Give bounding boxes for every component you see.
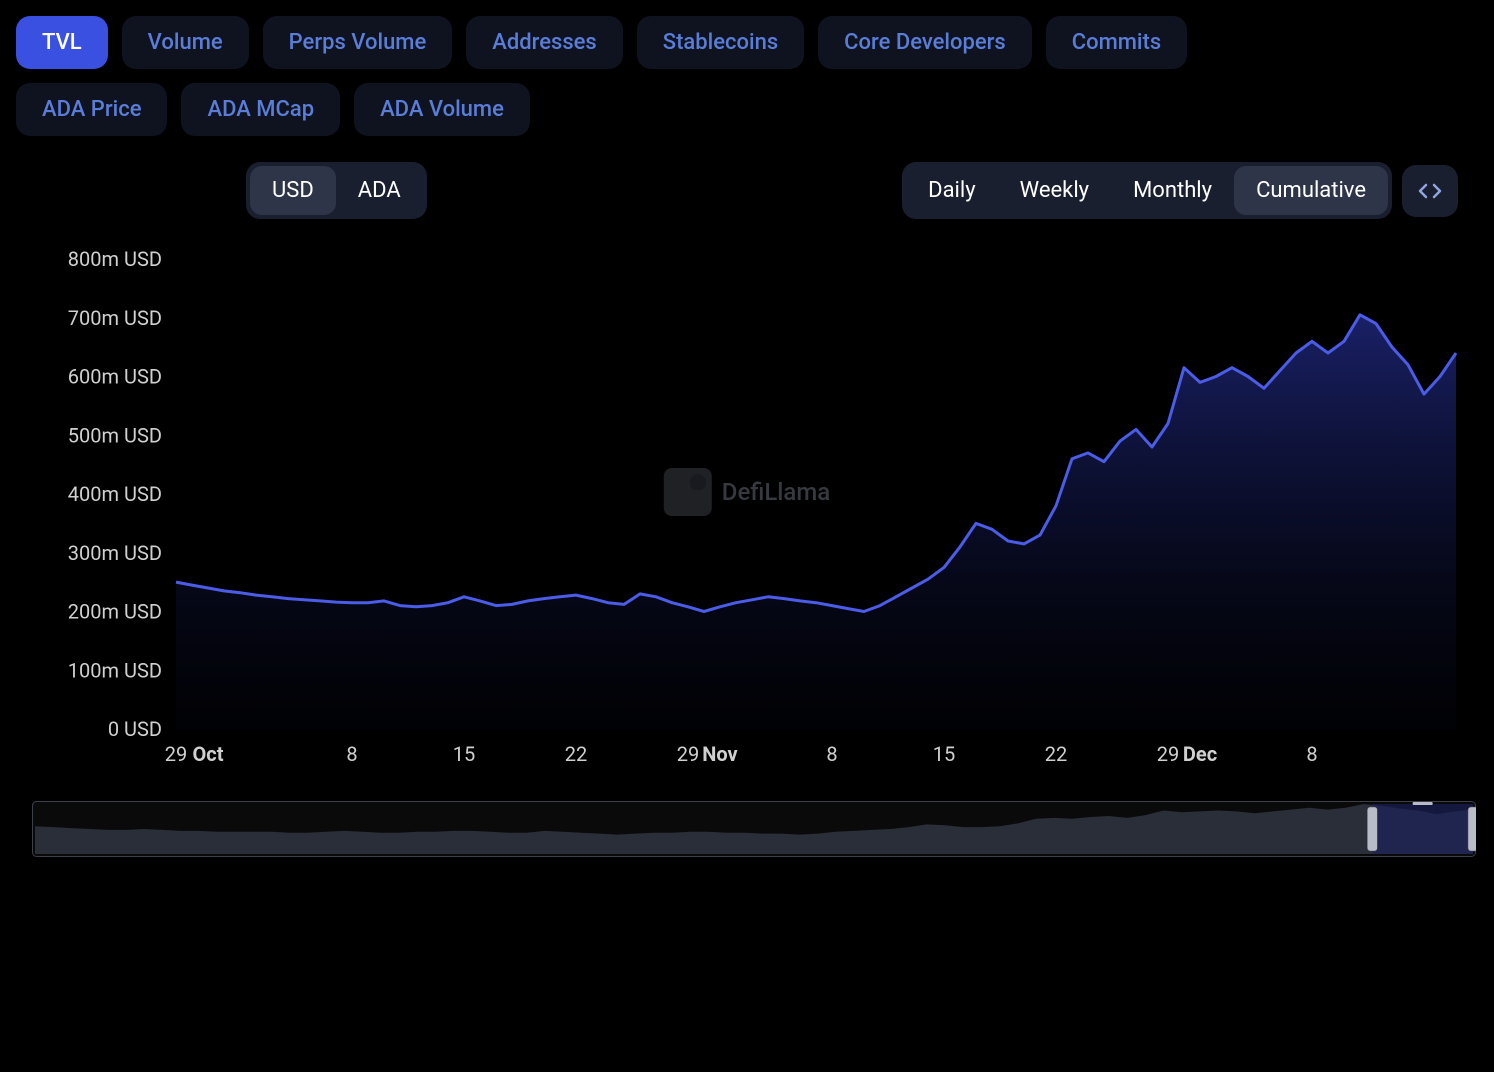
svg-text:500m USD: 500m USD	[68, 423, 162, 447]
svg-text:15: 15	[453, 742, 475, 766]
svg-text:0 USD: 0 USD	[108, 717, 162, 741]
tvl-chart: 0 USD 100m USD 200m USD 300m USD 400m USD 500…	[16, 249, 1478, 789]
tab-ada-price[interactable]: ADA Price	[16, 83, 167, 136]
tab-ada-mcap[interactable]: ADA MCap	[181, 83, 340, 136]
metric-tabs-row-1: TVL Volume Perps VolumeAddresses Stablecoin…	[16, 16, 1478, 69]
currency-toggle[interactable]: USDADA	[246, 162, 427, 219]
tab-addresses[interactable]: Addresses	[466, 16, 623, 69]
svg-text:Dec: Dec	[1183, 742, 1217, 766]
currency-option-ada[interactable]: ADA	[336, 166, 423, 215]
svg-text:8: 8	[826, 742, 837, 766]
chart-controls: USDADA DailyWeeklyMonthlyCumulative	[16, 162, 1478, 219]
svg-text:22: 22	[1045, 742, 1067, 766]
svg-text:Oct: Oct	[193, 742, 224, 766]
svg-text:29: 29	[165, 742, 187, 766]
tab-tvl[interactable]: TVL	[16, 16, 108, 69]
svg-text:800m USD: 800m USD	[68, 249, 162, 271]
svg-text:15: 15	[933, 742, 955, 766]
svg-text:300m USD: 300m USD	[68, 541, 162, 565]
svg-text:100m USD: 100m USD	[68, 658, 162, 682]
interval-option-daily[interactable]: Daily	[906, 166, 998, 215]
interval-option-monthly[interactable]: Monthly	[1111, 166, 1234, 215]
svg-text:29: 29	[677, 742, 699, 766]
svg-text:200m USD: 200m USD	[68, 600, 162, 624]
metric-tabs-row-2: ADA Price ADA MCap ADA Volume	[16, 83, 1478, 136]
tab-commits[interactable]: Commits	[1046, 16, 1187, 69]
tab-stablecoins[interactable]: Stablecoins	[637, 16, 804, 69]
tab-volume[interactable]: Volume	[122, 16, 249, 69]
svg-text:Nov: Nov	[702, 742, 737, 766]
currency-option-usd[interactable]: USD	[250, 166, 336, 215]
svg-text:29: 29	[1157, 742, 1179, 766]
time-brush[interactable]	[16, 801, 1478, 857]
interval-option-weekly[interactable]: Weekly	[998, 166, 1111, 215]
code-icon	[1418, 179, 1442, 203]
svg-text:8: 8	[1306, 742, 1317, 766]
svg-text:400m USD: 400m USD	[68, 482, 162, 506]
embed-button[interactable]	[1402, 165, 1458, 217]
interval-toggle[interactable]: DailyWeeklyMonthlyCumulative	[902, 162, 1392, 219]
svg-text:600m USD: 600m USD	[68, 365, 162, 389]
tab-core-developers[interactable]: Core Developers	[818, 16, 1032, 69]
svg-text:22: 22	[565, 742, 587, 766]
tab-perps-volume[interactable]: Perps Volume	[263, 16, 453, 69]
svg-text:700m USD: 700m USD	[68, 306, 162, 330]
tab-ada-volume[interactable]: ADA Volume	[354, 83, 530, 136]
interval-option-cumulative[interactable]: Cumulative	[1234, 166, 1388, 215]
svg-text:8: 8	[346, 742, 357, 766]
